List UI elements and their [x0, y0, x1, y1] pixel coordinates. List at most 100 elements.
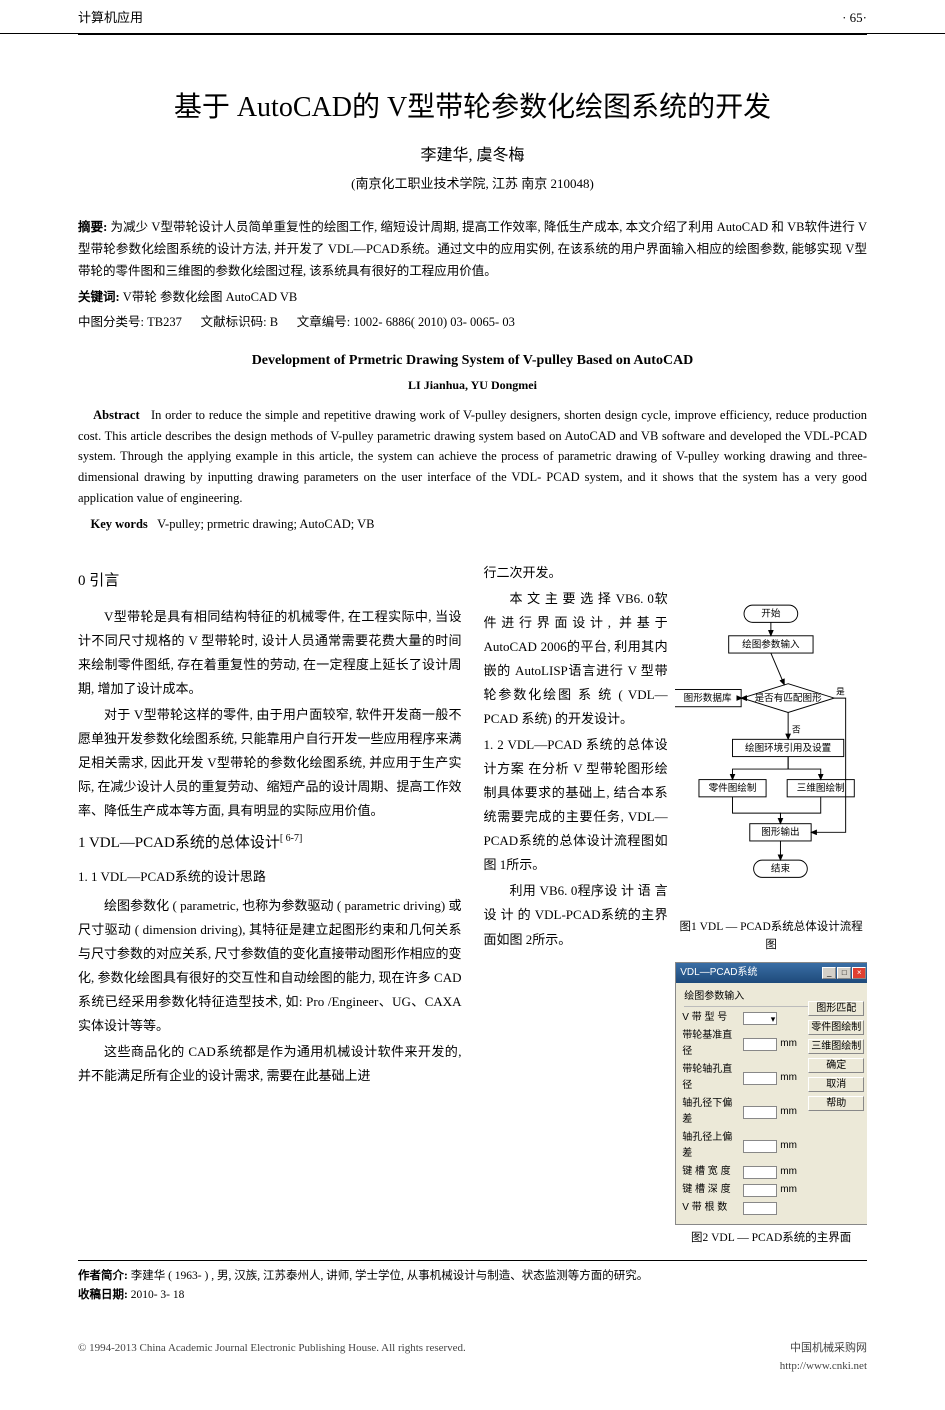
- ui-input[interactable]: [743, 1166, 777, 1179]
- keywords-text: V带轮 参数化绘图 AutoCAD VB: [123, 290, 297, 304]
- para-right-3: 利用 VB6. 0程序设 计 语 言 设 计 的 VDL-PCAD系统的主界面如…: [484, 879, 668, 951]
- svg-text:零件图绘制: 零件图绘制: [709, 782, 757, 794]
- svg-text:图形数据库: 图形数据库: [684, 692, 732, 704]
- ui-input[interactable]: [743, 1140, 777, 1153]
- maximize-icon[interactable]: □: [837, 967, 851, 979]
- en-keywords-text: V-pulley; prmetric drawing; AutoCAD; VB: [157, 517, 374, 531]
- ui-button-column: 图形匹配零件图绘制三维图绘制确定取消帮助: [808, 1001, 864, 1111]
- subsection-1-2-text: 1. 2 VDL—PCAD 系统的总体设计方案 在分析 V 型带轮图形绘制具体要…: [484, 733, 668, 877]
- svg-text:结束: 结束: [771, 862, 791, 874]
- ui-unit: mm: [780, 1104, 796, 1120]
- ui-button[interactable]: 零件图绘制: [808, 1020, 864, 1035]
- journal-section: 计算机应用: [78, 8, 143, 29]
- ui-unit: mm: [780, 1036, 796, 1052]
- ui-field-label: 键 槽 宽 度: [682, 1164, 740, 1180]
- ui-window-title: VDL—PCAD系统: [680, 965, 757, 981]
- ui-unit: mm: [780, 1070, 796, 1086]
- ui-button[interactable]: 三维图绘制: [808, 1039, 864, 1054]
- source-name: 中国机械采购网: [790, 1342, 867, 1354]
- ui-row: V 带 根 数: [682, 1200, 864, 1216]
- en-keywords-label: Key words: [91, 517, 148, 531]
- abstract-cn: 摘要: 为减少 V型带轮设计人员简单重复性的绘图工作, 缩短设计周期, 提高工作…: [78, 217, 867, 283]
- ui-row: 轴孔径上偏差mm: [682, 1130, 864, 1162]
- para-0-1: V型带轮是具有相同结构特征的机械零件, 在工程实际中, 当设计不同尺寸规格的 V…: [78, 605, 462, 701]
- abstract-text: 为减少 V型带轮设计人员简单重复性的绘图工作, 缩短设计周期, 提高工作效率, …: [78, 220, 867, 278]
- class-no-label: 中图分类号:: [78, 315, 144, 329]
- svg-text:是否有匹配图形: 是否有匹配图形: [755, 692, 822, 704]
- ui-field-label: 键 槽 深 度: [682, 1182, 740, 1198]
- right-column: 行二次开发。 本 文 主 要 选 择 VB6. 0软件进行界面设计, 并基于 A…: [484, 561, 868, 1248]
- ui-field-label: V 带 根 数: [682, 1200, 740, 1216]
- ui-row: 键 槽 宽 度 mm: [682, 1164, 864, 1180]
- article-no: 1002- 6886( 2010) 03- 0065- 03: [353, 315, 514, 329]
- para-1-1: 绘图参数化 ( parametric, 也称为参数驱动 ( parametric…: [78, 894, 462, 1038]
- doc-code: B: [270, 315, 278, 329]
- ui-titlebar: VDL—PCAD系统 _ □ ×: [676, 963, 867, 983]
- ui-input[interactable]: [743, 1184, 777, 1197]
- page-content: 基于 AutoCAD的 V型带轮参数化绘图系统的开发 李建华, 虞冬梅 (南京化…: [0, 36, 945, 1389]
- ui-input[interactable]: [743, 1202, 777, 1215]
- ui-row: 键 槽 深 度 mm: [682, 1182, 864, 1198]
- ui-field-label: 轴孔径下偏差: [682, 1096, 740, 1128]
- ui-input[interactable]: [743, 1038, 777, 1051]
- ui-input[interactable]: [743, 1106, 777, 1119]
- ui-field-label: 带轮基准直径: [682, 1028, 740, 1060]
- received-date-text: 2010- 3- 18: [131, 1289, 185, 1301]
- section-1-text: 1 VDL—PCAD系统的总体设计: [78, 835, 280, 851]
- ui-button[interactable]: 图形匹配: [808, 1001, 864, 1016]
- subsection-1-1: 1. 1 VDL—PCAD系统的设计思路: [78, 867, 462, 888]
- footer-rule: [78, 1260, 867, 1261]
- received-date: 收稿日期: 2010- 3- 18: [78, 1286, 867, 1306]
- ui-body: 绘图参数输入 V 带 型 号带轮基准直径mm带轮轴孔直径mm轴孔径下偏差mm轴孔…: [676, 983, 867, 1224]
- left-column: 0 引言 V型带轮是具有相同结构特征的机械零件, 在工程实际中, 当设计不同尺寸…: [78, 561, 462, 1248]
- minimize-icon[interactable]: _: [822, 967, 836, 979]
- svg-text:图形输出: 图形输出: [762, 826, 800, 838]
- page-number: · 65·: [842, 8, 867, 29]
- copyright-text: © 1994-2013 China Academic Journal Elect…: [78, 1340, 466, 1375]
- section-0-heading: 0 引言: [78, 569, 462, 593]
- en-abstract: Abstract In order to reduce the simple a…: [78, 405, 867, 508]
- svg-text:绘图环境引用及设置: 绘图环境引用及设置: [745, 742, 832, 754]
- ui-unit: mm: [780, 1164, 796, 1180]
- ui-unit: mm: [780, 1182, 796, 1198]
- received-date-label: 收稿日期:: [78, 1289, 128, 1301]
- en-title: Development of Prmetric Drawing System o…: [78, 350, 867, 372]
- authors: 李建华, 虞冬梅: [78, 143, 867, 169]
- ui-button[interactable]: 取消: [808, 1077, 864, 1092]
- class-no: TB237: [147, 315, 182, 329]
- section-1-heading: 1 VDL—PCAD系统的总体设计[ 6-7]: [78, 831, 462, 855]
- section-1-citation: [ 6-7]: [280, 833, 303, 844]
- figure-1-caption: 图1 VDL — PCAD系统总体设计流程图: [675, 918, 867, 955]
- para-1-2: 这些商品化的 CAD系统都是作为通用机械设计软件来开发的, 并不能满足所有企业的…: [78, 1040, 462, 1088]
- subsection-1-2-body: 在分析 V 型带轮图形绘制具体要求的基础上, 结合本系统需要完成的主要任务, V…: [484, 761, 668, 872]
- author-bio: 作者简介: 李建华 ( 1963- ) , 男, 汉族, 江苏泰州人, 讲师, …: [78, 1267, 867, 1287]
- right-narrow-text: 本 文 主 要 选 择 VB6. 0软件进行界面设计, 并基于 AutoCAD …: [484, 587, 668, 954]
- copyright-footer: © 1994-2013 China Academic Journal Elect…: [78, 1340, 867, 1389]
- para-0-2: 对于 V型带轮这样的零件, 由于用户面较窄, 软件开发商一般不愿单独开发参数化绘…: [78, 703, 462, 823]
- keywords-label: 关键词:: [78, 290, 120, 304]
- copyright-source: 中国机械采购网 http://www.cnki.net: [780, 1340, 867, 1375]
- para-right-1: 本 文 主 要 选 择 VB6. 0软件进行界面设计, 并基于 AutoCAD …: [484, 587, 668, 731]
- flowchart-svg: 开始绘图参数输入图形数据库是否有匹配图形绘图环境引用及设置零件图绘制三维图绘制图…: [675, 587, 867, 907]
- author-bio-label: 作者简介:: [78, 1270, 128, 1282]
- ui-input[interactable]: [743, 1072, 777, 1085]
- para-right-continuation: 行二次开发。: [484, 561, 868, 585]
- en-abstract-text: In order to reduce the simple and repeti…: [78, 408, 867, 505]
- keywords-cn: 关键词: V带轮 参数化绘图 AutoCAD VB: [78, 287, 867, 309]
- two-column-body: 0 引言 V型带轮是具有相同结构特征的机械零件, 在工程实际中, 当设计不同尺寸…: [78, 561, 867, 1248]
- ui-field-label: 带轮轴孔直径: [682, 1062, 740, 1094]
- source-url: http://www.cnki.net: [780, 1360, 867, 1372]
- svg-text:绘图参数输入: 绘图参数输入: [742, 638, 800, 650]
- ui-button[interactable]: 确定: [808, 1058, 864, 1073]
- article-no-label: 文章编号:: [297, 315, 350, 329]
- abstract-label: 摘要:: [78, 220, 107, 234]
- close-icon[interactable]: ×: [852, 967, 866, 979]
- ui-button[interactable]: 帮助: [808, 1096, 864, 1111]
- en-authors: LI Jianhua, YU Dongmei: [78, 376, 867, 395]
- figure-1: 开始绘图参数输入图形数据库是否有匹配图形绘图环境引用及设置零件图绘制三维图绘制图…: [675, 587, 867, 1248]
- en-keywords: Key words V-pulley; prmetric drawing; Au…: [78, 514, 867, 535]
- ui-unit: mm: [780, 1138, 796, 1154]
- classification-line: 中图分类号: TB237 文献标识码: B 文章编号: 1002- 6886( …: [78, 312, 867, 332]
- ui-select[interactable]: [743, 1012, 777, 1025]
- ui-window-controls: _ □ ×: [822, 967, 866, 979]
